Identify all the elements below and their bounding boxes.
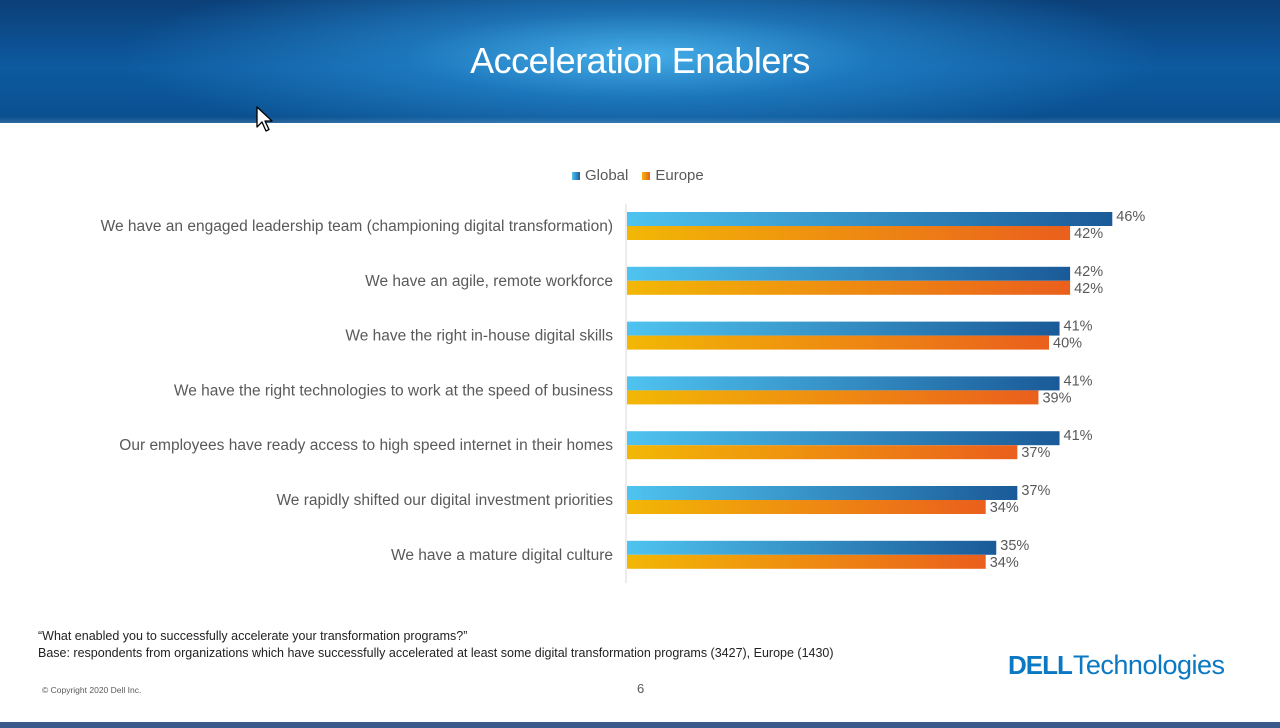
logo-technologies: Technologies xyxy=(1072,650,1225,680)
dell-technologies-logo: DELL Technologies xyxy=(1008,650,1225,681)
category-label: Our employees have ready access to high … xyxy=(119,437,613,454)
bar-global xyxy=(627,321,1060,336)
bottom-bar xyxy=(0,722,1280,728)
data-label-global: 35% xyxy=(1000,538,1029,554)
bar-europe xyxy=(627,554,986,569)
footnote-question: “What enabled you to successfully accele… xyxy=(38,629,468,643)
data-label-europe: 39% xyxy=(1042,390,1071,406)
category-label: We have a mature digital culture xyxy=(391,547,613,564)
category-label: We have an engaged leadership team (cham… xyxy=(101,218,613,235)
legend-swatch-europe xyxy=(642,171,651,180)
data-label-global: 42% xyxy=(1074,264,1103,280)
data-label-global: 41% xyxy=(1064,373,1093,389)
legend-label-global: Global xyxy=(585,167,629,184)
copyright-text: © Copyright 2020 Dell Inc. xyxy=(42,685,142,695)
footnote-base: Base: respondents from organizations whi… xyxy=(38,646,834,660)
bar-europe xyxy=(627,500,986,514)
bar-global xyxy=(627,212,1113,226)
slide-title: Acceleration Enablers xyxy=(470,40,810,81)
bar-europe xyxy=(627,280,1071,295)
data-label-global: 37% xyxy=(1021,483,1050,499)
legend-swatch-global xyxy=(572,171,580,180)
bar-global xyxy=(627,266,1071,281)
bar-global xyxy=(627,540,997,555)
data-label-global: 41% xyxy=(1064,428,1093,444)
data-label-europe: 37% xyxy=(1021,445,1050,461)
legend-label-europe: Europe xyxy=(655,167,704,184)
data-label-europe: 34% xyxy=(990,500,1019,516)
mouse-cursor-icon xyxy=(256,106,273,132)
data-label-global: 41% xyxy=(1064,319,1093,335)
page-number: 6 xyxy=(637,681,645,696)
category-label: We rapidly shifted our digital investmen… xyxy=(276,492,613,509)
bar-europe xyxy=(627,226,1071,240)
data-label-europe: 34% xyxy=(990,555,1019,571)
bar-global xyxy=(627,431,1060,446)
data-label-global: 46% xyxy=(1116,209,1145,225)
chart-legend: Global Europe xyxy=(572,167,718,184)
category-label: We have the right in-house digital skill… xyxy=(345,328,613,345)
category-label: We have an agile, remote workforce xyxy=(365,273,613,290)
category-label: We have the right technologies to work a… xyxy=(174,382,613,399)
bar-europe xyxy=(627,445,1018,460)
bar-global xyxy=(627,486,1018,500)
bar-europe xyxy=(627,390,1039,405)
bar-europe xyxy=(627,335,1049,350)
logo-dell: DELL xyxy=(1008,650,1073,680)
bar-global xyxy=(627,376,1060,391)
data-label-europe: 42% xyxy=(1074,281,1103,297)
legend-item-global: Global xyxy=(572,167,628,184)
legend-item-europe: Europe xyxy=(642,167,704,184)
header-banner: Acceleration Enablers xyxy=(0,0,1280,123)
data-label-europe: 42% xyxy=(1074,226,1103,242)
data-label-europe: 40% xyxy=(1053,336,1082,352)
